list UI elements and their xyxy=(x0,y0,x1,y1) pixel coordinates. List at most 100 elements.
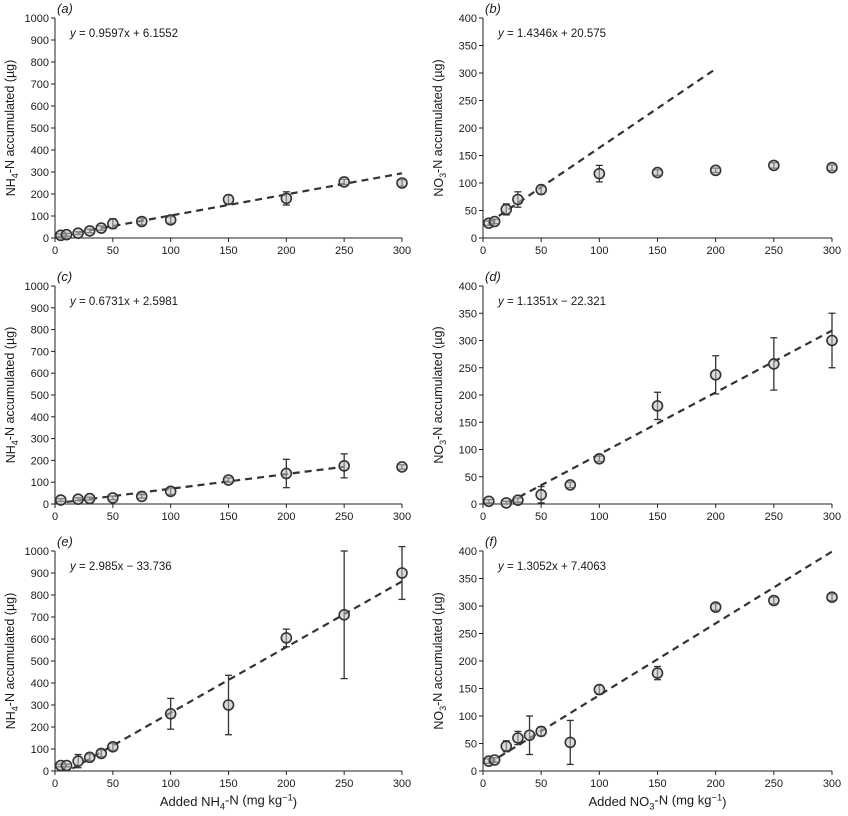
data-point xyxy=(826,334,838,347)
data-point xyxy=(593,167,606,180)
panel-label: (a) xyxy=(57,1,73,16)
x-tick-label: 200 xyxy=(277,245,295,257)
data-point xyxy=(564,479,577,491)
data-point xyxy=(512,193,524,206)
y-tick-label: 200 xyxy=(31,189,49,201)
regression-line xyxy=(71,580,403,770)
y-tick-label: 200 xyxy=(459,123,477,135)
x-tick-label: 150 xyxy=(648,245,666,257)
y-tick-label: 300 xyxy=(31,700,49,712)
data-point xyxy=(280,632,293,644)
data-point xyxy=(651,667,664,679)
regression-line xyxy=(508,329,833,504)
y-axis-label: NH4​-N accumulated (µg) xyxy=(3,327,20,464)
data-point xyxy=(54,494,67,506)
y-tick-label: 50 xyxy=(465,206,477,218)
regression-equation: y = 1.1351x − 22.321 xyxy=(497,296,606,308)
x-tick-label: 200 xyxy=(277,778,295,790)
y-tick-label: 600 xyxy=(31,101,49,113)
y-tick-label: 700 xyxy=(31,612,49,624)
x-tick-label: 250 xyxy=(335,511,353,523)
data-point xyxy=(135,215,148,228)
x-tick-label: 100 xyxy=(590,245,608,257)
data-point xyxy=(523,729,536,742)
y-tick-label: 600 xyxy=(31,634,49,646)
x-tick-label: 250 xyxy=(765,778,783,790)
x-tick-label: 250 xyxy=(335,778,353,790)
data-point xyxy=(164,214,177,226)
y-tick-label: 250 xyxy=(459,96,477,108)
y-tick-label: 800 xyxy=(31,57,49,69)
y-tick-label: 150 xyxy=(459,684,477,696)
y-tick-label: 300 xyxy=(459,336,477,348)
data-point xyxy=(500,203,513,216)
y-tick-label: 200 xyxy=(459,656,477,668)
data-point xyxy=(338,176,350,188)
data-point xyxy=(826,161,838,174)
x-tick-label: 50 xyxy=(107,778,119,790)
x-tick-label: 200 xyxy=(706,778,724,790)
y-tick-label: 1000 xyxy=(25,13,49,25)
panel-label: (c) xyxy=(57,269,72,284)
y-tick-label: 700 xyxy=(31,346,49,358)
x-tick-label: 200 xyxy=(277,511,295,523)
y-tick-label: 0 xyxy=(471,499,477,511)
y-tick-label: 100 xyxy=(31,477,49,489)
data-point xyxy=(768,358,780,370)
regression-line xyxy=(66,465,345,504)
x-tick-label: 0 xyxy=(480,778,486,790)
y-tick-label: 900 xyxy=(31,35,49,47)
panel-a: 0 100 200 300 400 500 600 700 800 900 1000 0 50 100 15… xyxy=(3,1,411,257)
x-tick-label: 50 xyxy=(535,245,547,257)
y-tick-label: 150 xyxy=(459,151,477,163)
data-point xyxy=(95,222,108,234)
data-point xyxy=(60,228,73,241)
x-tick-label: 300 xyxy=(393,778,411,790)
data-point xyxy=(488,215,501,228)
data-point xyxy=(280,467,293,480)
data-point xyxy=(72,227,84,239)
y-tick-label: 1000 xyxy=(25,281,49,293)
y-tick-label: 300 xyxy=(31,434,49,446)
x-tick-label: 250 xyxy=(335,245,353,257)
y-tick-label: 100 xyxy=(459,178,477,190)
data-point xyxy=(72,755,84,767)
data-point xyxy=(535,488,547,501)
y-tick-label: 500 xyxy=(31,390,49,402)
y-axis-label: NO3​-N accumulated (µg) xyxy=(431,592,448,729)
panel-label: (f) xyxy=(485,534,497,549)
data-point xyxy=(95,747,108,760)
x-axis-label: Added NO3​-N (mg kg−1​) xyxy=(589,793,727,811)
y-tick-label: 400 xyxy=(459,13,477,25)
y-tick-label: 200 xyxy=(31,455,49,467)
data-point xyxy=(135,490,148,503)
x-tick-label: 300 xyxy=(823,778,841,790)
y-tick-label: 100 xyxy=(31,211,49,223)
x-tick-label: 100 xyxy=(161,245,179,257)
data-point xyxy=(280,192,293,205)
x-tick-label: 0 xyxy=(52,778,58,790)
x-tick-label: 50 xyxy=(535,778,547,790)
x-tick-label: 0 xyxy=(480,511,486,523)
x-tick-label: 150 xyxy=(219,778,237,790)
y-tick-label: 500 xyxy=(31,656,49,668)
y-tick-label: 1000 xyxy=(25,546,49,558)
x-axis-label: Added NH4​-N (mg kg−1​) xyxy=(160,793,297,811)
data-point xyxy=(535,183,547,196)
x-tick-label: 300 xyxy=(393,245,411,257)
data-point xyxy=(60,759,73,772)
data-point xyxy=(107,492,119,504)
regression-line xyxy=(488,67,717,224)
y-tick-label: 900 xyxy=(31,568,49,580)
y-tick-label: 400 xyxy=(31,678,49,690)
x-tick-label: 50 xyxy=(107,245,119,257)
x-tick-label: 50 xyxy=(535,511,547,523)
y-tick-label: 600 xyxy=(31,368,49,380)
x-tick-label: 0 xyxy=(480,245,486,257)
regression-equation: y = 1.4346x + 20.575 xyxy=(497,28,606,40)
data-point xyxy=(500,740,513,753)
panel-f: 0 50 100 150 200 250 300 350 400 0 50 100 150 200 250 3… xyxy=(431,534,841,811)
data-point xyxy=(222,474,235,486)
regression-equation: y = 2.985x − 33.736 xyxy=(69,561,172,573)
